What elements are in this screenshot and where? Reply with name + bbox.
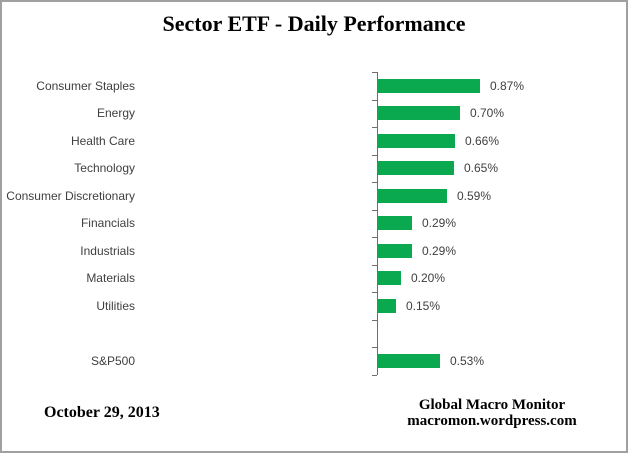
- category-label: Consumer Discretionary: [6, 189, 135, 203]
- date-label: October 29, 2013: [44, 404, 160, 421]
- axis-tick: [372, 127, 377, 128]
- category-label: S&P500: [90, 354, 135, 368]
- bar: [378, 79, 480, 93]
- category-label: Technology: [74, 161, 135, 175]
- source-credit-line2: macromon.wordpress.com: [407, 413, 577, 429]
- category-label: Consumer Staples: [36, 79, 135, 93]
- category-label: Health Care: [70, 134, 135, 148]
- value-label: 0.53%: [450, 354, 485, 368]
- axis-tick: [372, 265, 377, 266]
- axis-tick: [372, 320, 377, 321]
- category-label: Utilities: [96, 299, 135, 313]
- value-label: 0.87%: [490, 79, 525, 93]
- bar: [378, 299, 396, 313]
- value-label: 0.65%: [464, 161, 499, 175]
- bar: [378, 134, 455, 148]
- bar: [378, 161, 454, 175]
- axis-tick: [372, 182, 377, 183]
- bar: [378, 271, 401, 285]
- axis-tick: [372, 72, 377, 73]
- axis-tick: [372, 375, 377, 376]
- category-label: Industrials: [80, 244, 135, 258]
- source-credit: Global Macro Monitor macromon.wordpress.…: [374, 397, 610, 429]
- category-label: Energy: [96, 106, 135, 120]
- axis-tick: [372, 100, 377, 101]
- bar: [378, 354, 440, 368]
- value-label: 0.59%: [457, 189, 492, 203]
- value-label: 0.66%: [465, 134, 500, 148]
- bar: [378, 189, 447, 203]
- source-credit-line1: Global Macro Monitor: [418, 397, 566, 413]
- bar: [378, 216, 412, 230]
- value-label: 0.29%: [422, 244, 457, 258]
- axis-tick: [372, 347, 377, 348]
- axis-tick: [372, 292, 377, 293]
- value-label: 0.70%: [470, 106, 505, 120]
- value-label: 0.15%: [406, 299, 441, 313]
- category-axis-line: [377, 72, 378, 375]
- axis-tick: [372, 210, 377, 211]
- axis-tick: [372, 155, 377, 156]
- bar: [378, 106, 460, 120]
- value-label: 0.29%: [422, 216, 457, 230]
- chart-title: Sector ETF - Daily Performance: [162, 11, 466, 36]
- category-label: Materials: [86, 271, 135, 285]
- value-label: 0.20%: [411, 271, 446, 285]
- category-label: Financials: [80, 216, 135, 230]
- bar: [378, 244, 412, 258]
- axis-tick: [372, 237, 377, 238]
